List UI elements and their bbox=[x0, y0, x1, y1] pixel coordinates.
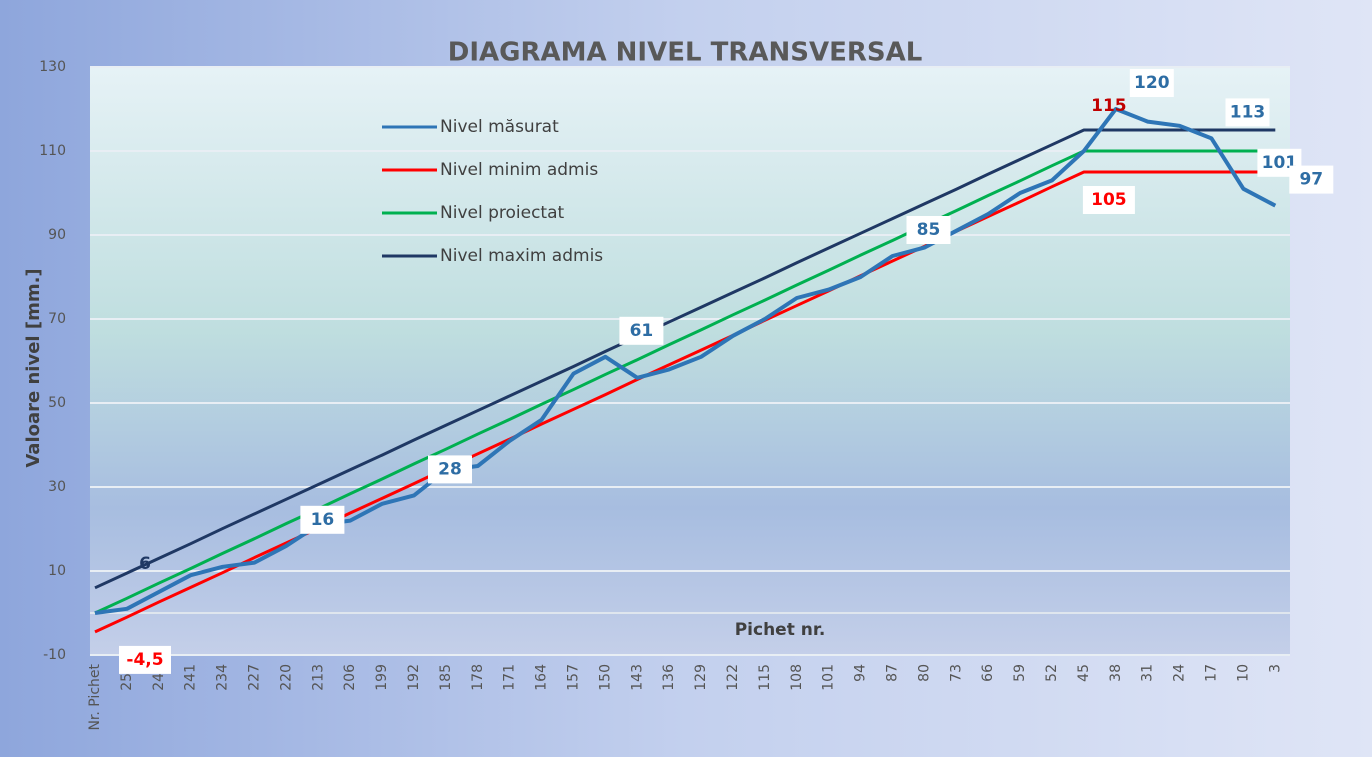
data-label-text: 28 bbox=[438, 459, 462, 479]
x-tick-label: 241 bbox=[183, 664, 199, 691]
data-label: 16 bbox=[300, 505, 345, 534]
x-tick-label: 136 bbox=[661, 664, 677, 691]
data-label-box bbox=[1225, 98, 1270, 127]
x-tick-label: 101 bbox=[821, 664, 837, 691]
x-tick-label: 178 bbox=[470, 664, 486, 691]
x-tick-label: 150 bbox=[597, 664, 613, 691]
data-label-text: 85 bbox=[917, 220, 941, 240]
data-label: 85 bbox=[906, 216, 951, 244]
data-label-box bbox=[119, 645, 171, 674]
data-label: 61 bbox=[619, 316, 664, 345]
x-tick-label: 164 bbox=[534, 664, 550, 691]
x-tick-label: 87 bbox=[885, 664, 901, 682]
x-axis-label: Pichet nr. bbox=[735, 620, 826, 640]
x-tick-label: 94 bbox=[853, 664, 869, 682]
x-tick-label: 199 bbox=[374, 664, 390, 691]
data-label: 28 bbox=[428, 455, 472, 484]
x-tick-label: 52 bbox=[1044, 664, 1060, 682]
x-tick-label: 59 bbox=[1012, 664, 1028, 682]
data-label-text: 113 bbox=[1230, 102, 1266, 122]
data-label-text: 101 bbox=[1262, 153, 1298, 173]
x-tick-label: 38 bbox=[1108, 664, 1124, 682]
data-label: 97 bbox=[1289, 165, 1334, 194]
data-label-box bbox=[906, 216, 951, 244]
y-tick-label: 90 bbox=[48, 227, 66, 243]
data-label-text: 16 bbox=[311, 510, 335, 530]
data-label-box bbox=[619, 316, 664, 345]
x-tick-label: 213 bbox=[310, 664, 326, 691]
data-label-box bbox=[428, 455, 472, 484]
chart-title: DIAGRAMA NIVEL TRANSVERSAL bbox=[448, 38, 923, 68]
data-label-box bbox=[1289, 165, 1334, 194]
x-tick-label: 143 bbox=[629, 664, 645, 691]
data-label: 120 bbox=[1129, 69, 1174, 97]
y-tick-label: 70 bbox=[48, 311, 66, 327]
legend-label: Nivel proiectat bbox=[440, 203, 565, 223]
legend-label: Nivel maxim admis bbox=[440, 246, 603, 266]
x-tick-label: 171 bbox=[502, 664, 518, 691]
x-tick-label: 122 bbox=[725, 664, 741, 691]
y-tick-label: 10 bbox=[48, 563, 66, 579]
x-tick-label: 24 bbox=[1172, 664, 1188, 682]
data-label-box bbox=[300, 505, 345, 534]
data-label-box bbox=[1129, 69, 1174, 97]
x-tick-label: 17 bbox=[1204, 664, 1220, 682]
series-line bbox=[94, 107, 1277, 615]
data-label-text: 115 bbox=[1091, 96, 1127, 116]
x-tick-label: 129 bbox=[693, 664, 709, 691]
data-label-box bbox=[1082, 186, 1135, 214]
data-label-text: 6 bbox=[139, 554, 151, 574]
x-tick-label: 206 bbox=[342, 664, 358, 691]
x-tick-label: 192 bbox=[406, 664, 422, 691]
x-tick-label: 66 bbox=[980, 664, 996, 682]
x-tick-label: 115 bbox=[757, 664, 773, 691]
x-tick-label: 73 bbox=[948, 664, 964, 682]
x-tick-label: 108 bbox=[789, 664, 805, 691]
data-label-text: 61 bbox=[630, 321, 654, 341]
data-label: 113 bbox=[1225, 98, 1270, 127]
legend-label: Nivel măsurat bbox=[440, 117, 559, 137]
x-tick-label: 220 bbox=[278, 664, 294, 691]
x-tick-label: 31 bbox=[1140, 664, 1156, 682]
x-tick-label: Nr. Pichet bbox=[87, 663, 103, 730]
y-tick-label: 130 bbox=[39, 59, 66, 75]
data-label-text: 97 bbox=[1299, 170, 1323, 190]
x-tick-label: 80 bbox=[916, 664, 932, 682]
y-tick-label: 110 bbox=[39, 143, 66, 159]
data-label-text: 120 bbox=[1134, 73, 1170, 93]
data-label-text: -4,5 bbox=[126, 650, 163, 670]
y-tick-label: -10 bbox=[43, 647, 66, 663]
x-tick-label: 234 bbox=[215, 664, 231, 691]
data-label-text: 105 bbox=[1091, 190, 1127, 210]
x-tick-label: 10 bbox=[1235, 664, 1251, 682]
legend-label: Nivel minim admis bbox=[440, 160, 598, 180]
x-tick-label: 185 bbox=[438, 664, 454, 691]
series-line bbox=[94, 128, 1276, 590]
x-tick-label: 157 bbox=[566, 664, 582, 691]
x-tick-label: 3 bbox=[1267, 664, 1283, 673]
y-axis-label: Valoare nivel [mm.] bbox=[23, 268, 44, 467]
y-tick-label: 30 bbox=[48, 479, 66, 495]
x-tick-label: 227 bbox=[247, 664, 263, 691]
x-tick-label: 45 bbox=[1076, 664, 1092, 682]
y-tick-label: 50 bbox=[48, 395, 66, 411]
